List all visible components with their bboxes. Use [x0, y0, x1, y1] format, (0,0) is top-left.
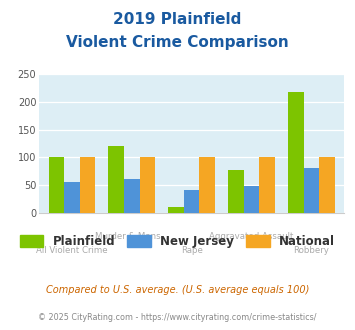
Text: Aggravated Assault: Aggravated Assault [209, 232, 294, 241]
Bar [319, 157, 335, 213]
Bar [49, 157, 64, 213]
Legend: Plainfield, New Jersey, National: Plainfield, New Jersey, National [15, 231, 340, 253]
Bar [140, 157, 155, 213]
Bar [80, 157, 95, 213]
Bar [168, 207, 184, 213]
Text: Robbery: Robbery [294, 246, 329, 255]
Bar [109, 146, 124, 213]
Bar [244, 186, 260, 213]
Text: Compared to U.S. average. (U.S. average equals 100): Compared to U.S. average. (U.S. average … [46, 285, 309, 295]
Bar [228, 170, 244, 213]
Bar [64, 182, 80, 213]
Text: © 2025 CityRating.com - https://www.cityrating.com/crime-statistics/: © 2025 CityRating.com - https://www.city… [38, 313, 317, 322]
Bar [200, 157, 215, 213]
Bar [184, 189, 200, 213]
Text: Murder & Mans...: Murder & Mans... [95, 232, 169, 241]
Text: Rape: Rape [181, 246, 203, 255]
Text: 2019 Plainfield: 2019 Plainfield [113, 12, 242, 26]
Bar [288, 92, 304, 213]
Text: Violent Crime Comparison: Violent Crime Comparison [66, 35, 289, 50]
Text: All Violent Crime: All Violent Crime [36, 246, 108, 255]
Bar [260, 157, 275, 213]
Bar [304, 169, 319, 213]
Bar [124, 179, 140, 213]
